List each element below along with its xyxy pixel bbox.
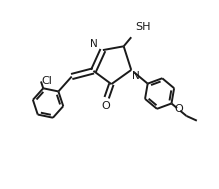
Text: SH: SH — [135, 22, 150, 32]
Text: N: N — [90, 39, 98, 49]
Text: O: O — [101, 101, 110, 111]
Text: Cl: Cl — [41, 77, 52, 86]
Text: O: O — [174, 104, 183, 114]
Text: N: N — [132, 71, 140, 81]
